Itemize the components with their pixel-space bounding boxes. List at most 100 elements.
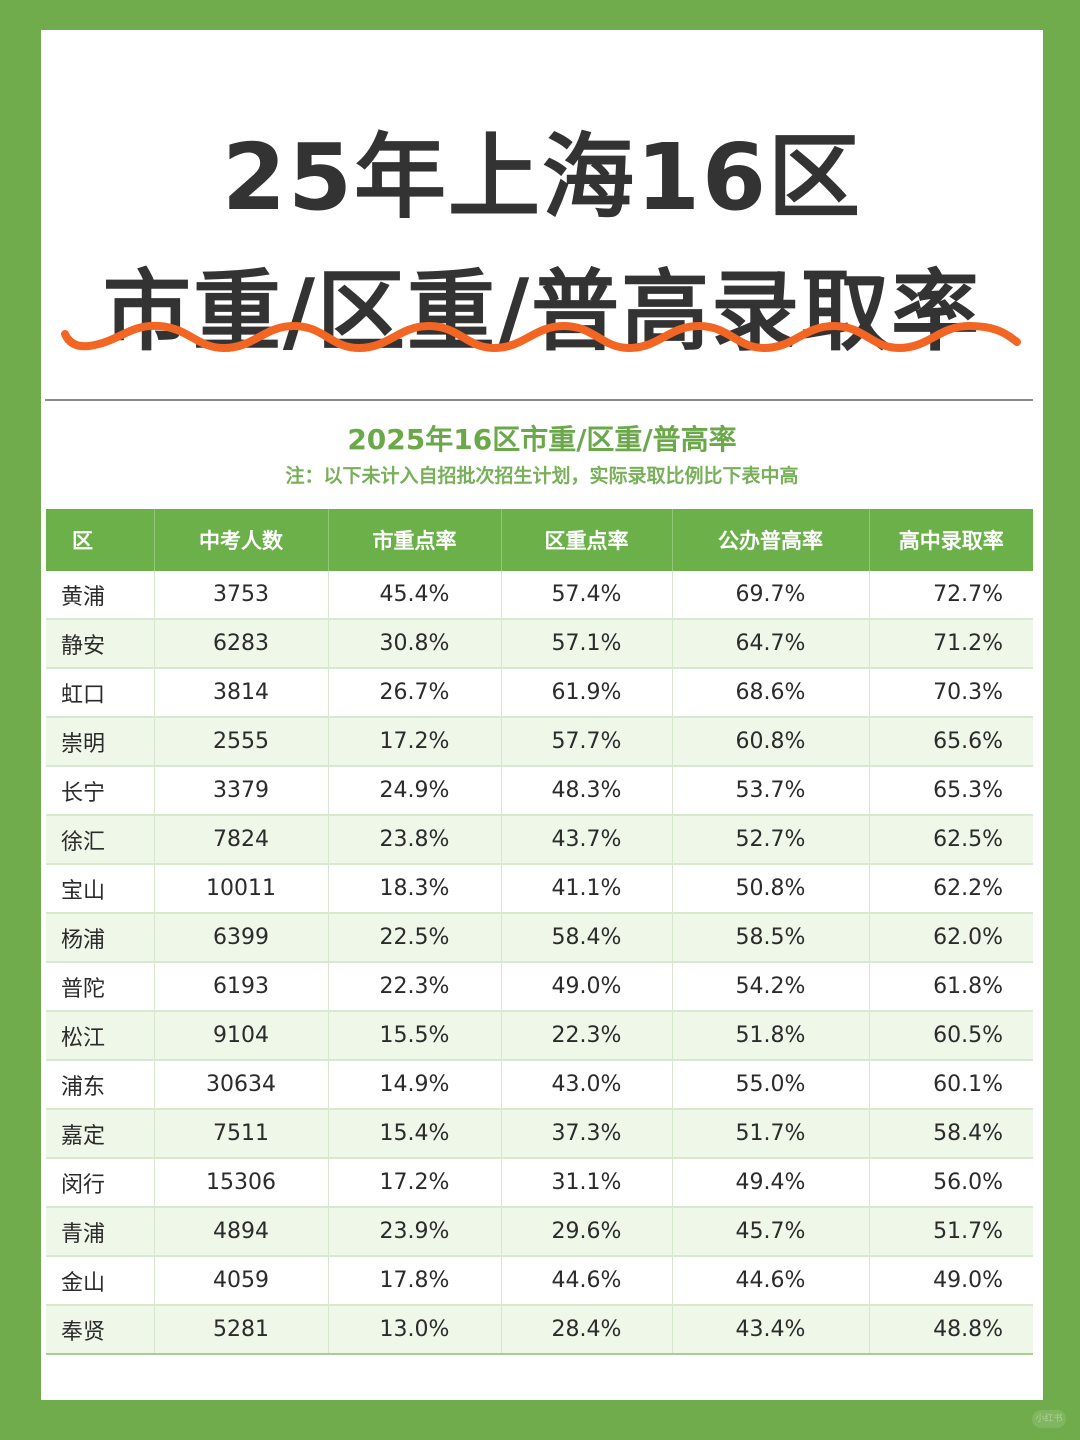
- cell-city-key-rate: 22.5%: [328, 913, 502, 963]
- title-line-1: 25年上海16区: [221, 124, 863, 231]
- cell-district: 徐汇: [46, 815, 155, 865]
- table-row: 宝山 10011 18.3% 41.1% 50.8% 62.2%: [46, 864, 1033, 914]
- cell-exam-takers: 6399: [154, 913, 329, 963]
- cell-district: 奉贤: [46, 1305, 155, 1355]
- cell-city-key-rate: 26.7%: [328, 668, 502, 718]
- cell-public-general-rate: 55.0%: [672, 1060, 870, 1110]
- cell-district: 静安: [46, 619, 155, 669]
- cell-district: 浦东: [46, 1060, 155, 1110]
- cell-district-key-rate: 61.9%: [501, 668, 673, 718]
- cell-exam-takers: 30634: [154, 1060, 329, 1110]
- table-row: 崇明 2555 17.2% 57.7% 60.8% 65.6%: [46, 717, 1033, 767]
- content-card: 25年上海16区 市重/区重/普高录取率 2025年16区市重/区重/普高率 注…: [41, 30, 1043, 1400]
- table-row: 闵行 15306 17.2% 31.1% 49.4% 56.0%: [46, 1158, 1033, 1208]
- cell-district-key-rate: 28.4%: [501, 1305, 673, 1355]
- table-row: 虹口 3814 26.7% 61.9% 68.6% 70.3%: [46, 668, 1033, 718]
- cell-high-school-rate: 48.8%: [869, 1305, 1033, 1355]
- cell-district-key-rate: 58.4%: [501, 913, 673, 963]
- cell-city-key-rate: 15.5%: [328, 1011, 502, 1061]
- cell-district-key-rate: 57.4%: [501, 571, 673, 620]
- cell-public-general-rate: 68.6%: [672, 668, 870, 718]
- cell-district-key-rate: 29.6%: [501, 1207, 673, 1257]
- cell-district-key-rate: 37.3%: [501, 1109, 673, 1159]
- cell-exam-takers: 6193: [154, 962, 329, 1012]
- cell-public-general-rate: 64.7%: [672, 619, 870, 669]
- cell-city-key-rate: 17.2%: [328, 1158, 502, 1208]
- cell-district-key-rate: 31.1%: [501, 1158, 673, 1208]
- table-row: 嘉定 7511 15.4% 37.3% 51.7% 58.4%: [46, 1109, 1033, 1159]
- cell-exam-takers: 15306: [154, 1158, 329, 1208]
- col-header-exam-takers: 中考人数: [154, 509, 329, 571]
- cell-high-school-rate: 65.6%: [869, 717, 1033, 767]
- cell-city-key-rate: 30.8%: [328, 619, 502, 669]
- table-header-row: 区 中考人数 市重点率 区重点率 公办普高率 高中录取率: [46, 509, 1033, 571]
- col-header-district-key-rate: 区重点率: [501, 509, 673, 571]
- cell-public-general-rate: 54.2%: [672, 962, 870, 1012]
- cell-public-general-rate: 51.7%: [672, 1109, 870, 1159]
- table-subtitle: 2025年16区市重/区重/普高率: [347, 423, 737, 456]
- wavy-underline-decoration: [61, 321, 1021, 353]
- cell-district-key-rate: 44.6%: [501, 1256, 673, 1306]
- cell-city-key-rate: 15.4%: [328, 1109, 502, 1159]
- cell-high-school-rate: 70.3%: [869, 668, 1033, 718]
- col-header-district: 区: [46, 509, 155, 571]
- cell-high-school-rate: 62.0%: [869, 913, 1033, 963]
- cell-high-school-rate: 58.4%: [869, 1109, 1033, 1159]
- cell-exam-takers: 6283: [154, 619, 329, 669]
- cell-city-key-rate: 24.9%: [328, 766, 502, 816]
- cell-district-key-rate: 57.1%: [501, 619, 673, 669]
- cell-district: 崇明: [46, 717, 155, 767]
- cell-city-key-rate: 23.9%: [328, 1207, 502, 1257]
- cell-public-general-rate: 53.7%: [672, 766, 870, 816]
- cell-public-general-rate: 69.7%: [672, 571, 870, 620]
- cell-exam-takers: 9104: [154, 1011, 329, 1061]
- cell-high-school-rate: 61.8%: [869, 962, 1033, 1012]
- cell-public-general-rate: 51.8%: [672, 1011, 870, 1061]
- cell-city-key-rate: 13.0%: [328, 1305, 502, 1355]
- table-row: 浦东 30634 14.9% 43.0% 55.0% 60.1%: [46, 1060, 1033, 1110]
- cell-public-general-rate: 44.6%: [672, 1256, 870, 1306]
- cell-high-school-rate: 51.7%: [869, 1207, 1033, 1257]
- cell-district-key-rate: 48.3%: [501, 766, 673, 816]
- col-header-public-general-rate: 公办普高率: [672, 509, 870, 571]
- cell-district-key-rate: 43.0%: [501, 1060, 673, 1110]
- cell-city-key-rate: 18.3%: [328, 864, 502, 914]
- cell-district: 闵行: [46, 1158, 155, 1208]
- cell-district: 松江: [46, 1011, 155, 1061]
- table-row: 奉贤 5281 13.0% 28.4% 43.4% 48.8%: [46, 1305, 1033, 1355]
- admission-rate-table: 区 中考人数 市重点率 区重点率 公办普高率 高中录取率 黄浦 3753 45.4%…: [46, 509, 1033, 1355]
- table-row: 青浦 4894 23.9% 29.6% 45.7% 51.7%: [46, 1207, 1033, 1257]
- cell-high-school-rate: 49.0%: [869, 1256, 1033, 1306]
- cell-city-key-rate: 22.3%: [328, 962, 502, 1012]
- cell-high-school-rate: 62.2%: [869, 864, 1033, 914]
- cell-district: 金山: [46, 1256, 155, 1306]
- cell-exam-takers: 5281: [154, 1305, 329, 1355]
- cell-high-school-rate: 65.3%: [869, 766, 1033, 816]
- cell-exam-takers: 10011: [154, 864, 329, 914]
- cell-district-key-rate: 43.7%: [501, 815, 673, 865]
- cell-city-key-rate: 23.8%: [328, 815, 502, 865]
- cell-district: 普陀: [46, 962, 155, 1012]
- cell-city-key-rate: 45.4%: [328, 571, 502, 620]
- cell-district-key-rate: 49.0%: [501, 962, 673, 1012]
- cell-exam-takers: 7511: [154, 1109, 329, 1159]
- table-row: 松江 9104 15.5% 22.3% 51.8% 60.5%: [46, 1011, 1033, 1061]
- cell-city-key-rate: 14.9%: [328, 1060, 502, 1110]
- col-header-high-school-rate: 高中录取率: [869, 509, 1033, 571]
- cell-district: 嘉定: [46, 1109, 155, 1159]
- cell-public-general-rate: 58.5%: [672, 913, 870, 963]
- cell-district: 杨浦: [46, 913, 155, 963]
- section-divider: [45, 399, 1033, 401]
- cell-public-general-rate: 60.8%: [672, 717, 870, 767]
- watermark-badge: 小红书: [1032, 1410, 1066, 1428]
- cell-exam-takers: 2555: [154, 717, 329, 767]
- table-row: 黄浦 3753 45.4% 57.4% 69.7% 72.7%: [46, 571, 1033, 620]
- cell-exam-takers: 3753: [154, 571, 329, 620]
- cell-public-general-rate: 49.4%: [672, 1158, 870, 1208]
- cell-district-key-rate: 57.7%: [501, 717, 673, 767]
- table-row: 杨浦 6399 22.5% 58.4% 58.5% 62.0%: [46, 913, 1033, 963]
- cell-district-key-rate: 41.1%: [501, 864, 673, 914]
- cell-exam-takers: 4059: [154, 1256, 329, 1306]
- cell-high-school-rate: 71.2%: [869, 619, 1033, 669]
- cell-city-key-rate: 17.8%: [328, 1256, 502, 1306]
